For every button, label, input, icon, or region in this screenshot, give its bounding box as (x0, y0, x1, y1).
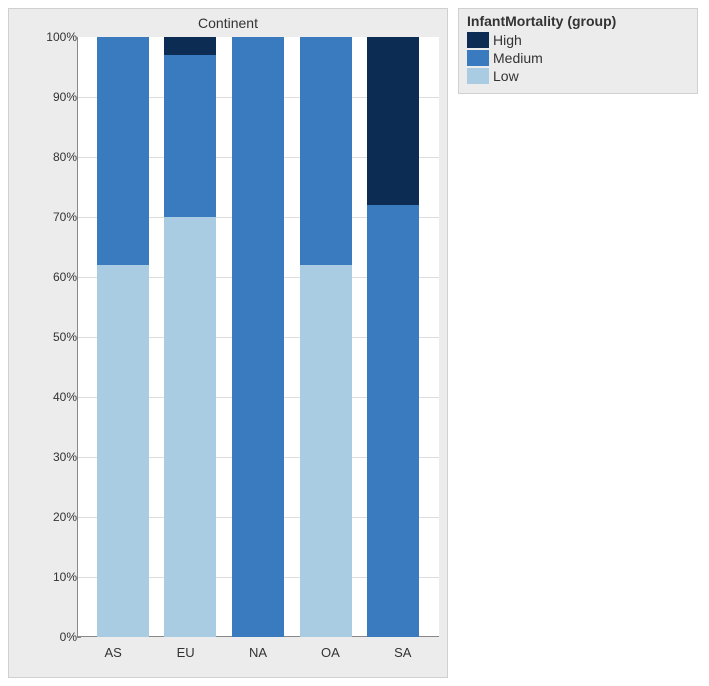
x-tick-label: AS (105, 645, 122, 660)
plot-region (77, 37, 439, 637)
bar-segment-medium (300, 37, 352, 265)
bar-segment-low (300, 265, 352, 637)
legend-swatch (467, 68, 489, 84)
y-tick-label: 60% (33, 270, 77, 284)
bar-segment-low (97, 265, 149, 637)
legend-item: Medium (467, 49, 689, 67)
legend-item: High (467, 31, 689, 49)
x-tick-label: SA (394, 645, 411, 660)
y-tick-label: 90% (33, 90, 77, 104)
y-tick-label: 80% (33, 150, 77, 164)
y-tick-label: 70% (33, 210, 77, 224)
chart-area: Continent % of Total Count of InfantMort… (8, 8, 448, 678)
x-tick-label: NA (249, 645, 267, 660)
y-tick-label: 30% (33, 450, 77, 464)
bars-container (77, 37, 439, 637)
x-tick-label: OA (321, 645, 340, 660)
bar-segment-medium (97, 37, 149, 265)
x-axis: AS EU NA OA SA (77, 637, 439, 677)
y-tick-label: 40% (33, 390, 77, 404)
y-tick-label: 50% (33, 330, 77, 344)
legend-swatch (467, 32, 489, 48)
y-axis: % of Total Count of InfantMortality 0%10… (29, 37, 77, 637)
y-tick-label: 100% (33, 30, 77, 44)
bar-segment-low (164, 217, 216, 637)
bar-group (97, 37, 149, 637)
bar-segment-high (164, 37, 216, 55)
legend: InfantMortality (group) High Medium Low (458, 8, 698, 678)
legend-swatch (467, 50, 489, 66)
y-tick-label: 0% (33, 630, 77, 644)
y-tick-label: 10% (33, 570, 77, 584)
y-tick-label: 20% (33, 510, 77, 524)
legend-box: InfantMortality (group) High Medium Low (458, 8, 698, 94)
legend-label: High (493, 32, 522, 48)
legend-title: InfantMortality (group) (467, 13, 689, 31)
legend-item: Low (467, 67, 689, 85)
bar-group (367, 37, 419, 637)
bar-segment-medium (367, 205, 419, 637)
bar-segment-medium (164, 55, 216, 217)
bar-segment-high (367, 37, 419, 205)
chart-container: Continent % of Total Count of InfantMort… (0, 0, 709, 686)
bar-group (232, 37, 284, 637)
legend-label: Low (493, 68, 519, 84)
bar-group (300, 37, 352, 637)
bar-group (164, 37, 216, 637)
bar-segment-medium (232, 37, 284, 637)
x-tick-label: EU (177, 645, 195, 660)
legend-label: Medium (493, 50, 543, 66)
